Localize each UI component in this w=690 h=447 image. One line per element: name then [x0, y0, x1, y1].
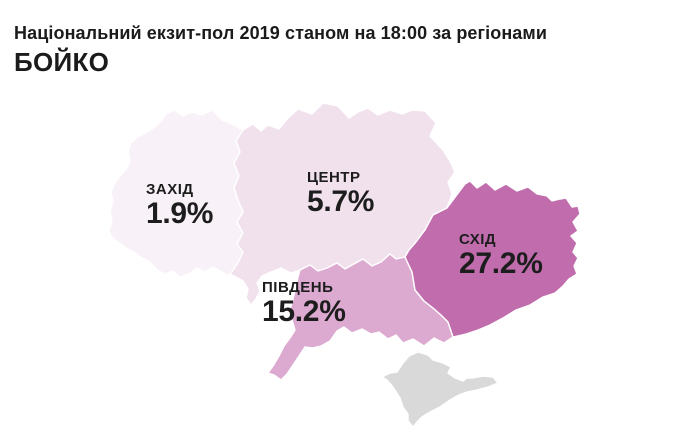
region-value-east: 27.2%: [459, 247, 543, 280]
page-title: Національний екзит-пол 2019 станом на 18…: [14, 23, 547, 43]
region-label-south: ПІВДЕНЬ 15.2%: [262, 279, 346, 327]
region-name-south: ПІВДЕНЬ: [262, 279, 334, 296]
candidate-name: БОЙКО: [14, 47, 110, 77]
region-value-center: 5.7%: [307, 185, 375, 218]
region-name-west: ЗАХІД: [146, 181, 194, 198]
region-name-center: ЦЕНТР: [307, 169, 361, 186]
region-label-center: ЦЕНТР 5.7%: [307, 169, 374, 217]
region-east-shape: [404, 180, 581, 338]
region-name-east: СХІД: [459, 231, 497, 248]
region-label-east: СХІД 27.2%: [459, 231, 543, 279]
region-label-west: ЗАХІД 1.9%: [146, 181, 213, 229]
region-value-west: 1.9%: [146, 197, 214, 230]
header: Національний екзит-пол 2019 станом на 18…: [14, 22, 547, 77]
region-south-shape: [267, 253, 454, 381]
region-value-south: 15.2%: [262, 295, 346, 328]
region-crimea-shape-no-data: [381, 351, 499, 428]
